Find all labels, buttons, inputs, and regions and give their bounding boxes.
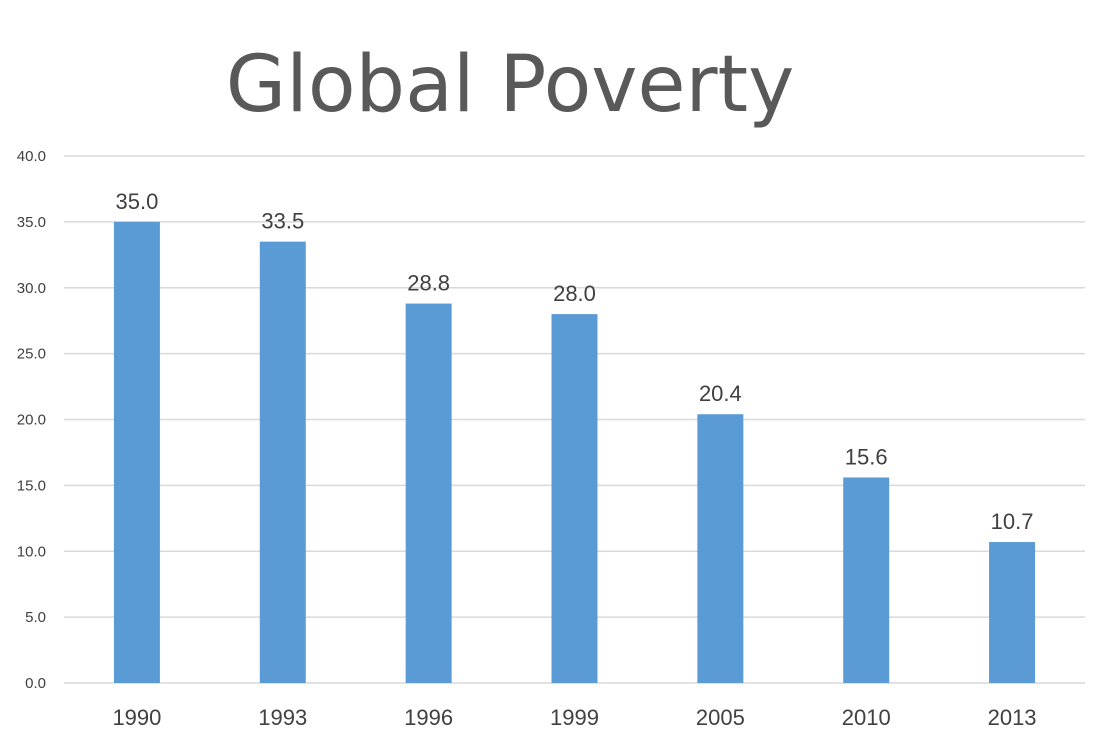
y-tick-label: 5.0 bbox=[25, 609, 46, 626]
data-label: 28.8 bbox=[407, 271, 450, 296]
x-tick-label: 1996 bbox=[404, 705, 453, 730]
data-label: 15.6 bbox=[845, 444, 888, 469]
y-tick-label: 20.0 bbox=[17, 412, 46, 429]
y-axis-ticks: 0.0 5.0 10.0 15.0 20.0 25.0 30.0 35.0 40.0 bbox=[17, 148, 46, 692]
y-tick-label: 0.0 bbox=[25, 675, 46, 692]
x-tick-label: 2013 bbox=[988, 705, 1037, 730]
data-label: 10.7 bbox=[991, 509, 1034, 534]
bar-2010 bbox=[843, 477, 890, 683]
bar-2013 bbox=[989, 542, 1036, 683]
x-tick-label: 1999 bbox=[550, 705, 599, 730]
bar-1993 bbox=[259, 241, 306, 683]
x-tick-label: 2005 bbox=[696, 705, 745, 730]
bar-2005 bbox=[697, 414, 744, 683]
y-tick-label: 40.0 bbox=[17, 148, 46, 165]
chart-title: Global Poverty bbox=[225, 40, 795, 130]
y-tick-label: 25.0 bbox=[17, 346, 46, 363]
data-label: 35.0 bbox=[116, 189, 159, 214]
data-labels: 35.0 33.5 28.8 28.0 20.4 15.6 10.7 bbox=[116, 189, 1034, 534]
data-label: 20.4 bbox=[699, 381, 742, 406]
y-tick-label: 35.0 bbox=[17, 214, 46, 231]
x-tick-label: 2010 bbox=[842, 705, 891, 730]
bars bbox=[113, 221, 1036, 683]
data-label: 33.5 bbox=[261, 209, 304, 234]
bar-1999 bbox=[551, 314, 598, 683]
y-tick-label: 15.0 bbox=[17, 477, 46, 494]
x-axis-ticks: 1990 1993 1996 1999 2005 2010 2013 bbox=[112, 705, 1036, 730]
x-tick-label: 1990 bbox=[112, 705, 161, 730]
bar-1996 bbox=[405, 303, 452, 683]
bar-1990 bbox=[113, 221, 160, 683]
x-tick-label: 1993 bbox=[258, 705, 307, 730]
y-tick-label: 30.0 bbox=[17, 280, 46, 297]
y-tick-label: 10.0 bbox=[17, 543, 46, 560]
data-label: 28.0 bbox=[553, 281, 596, 306]
